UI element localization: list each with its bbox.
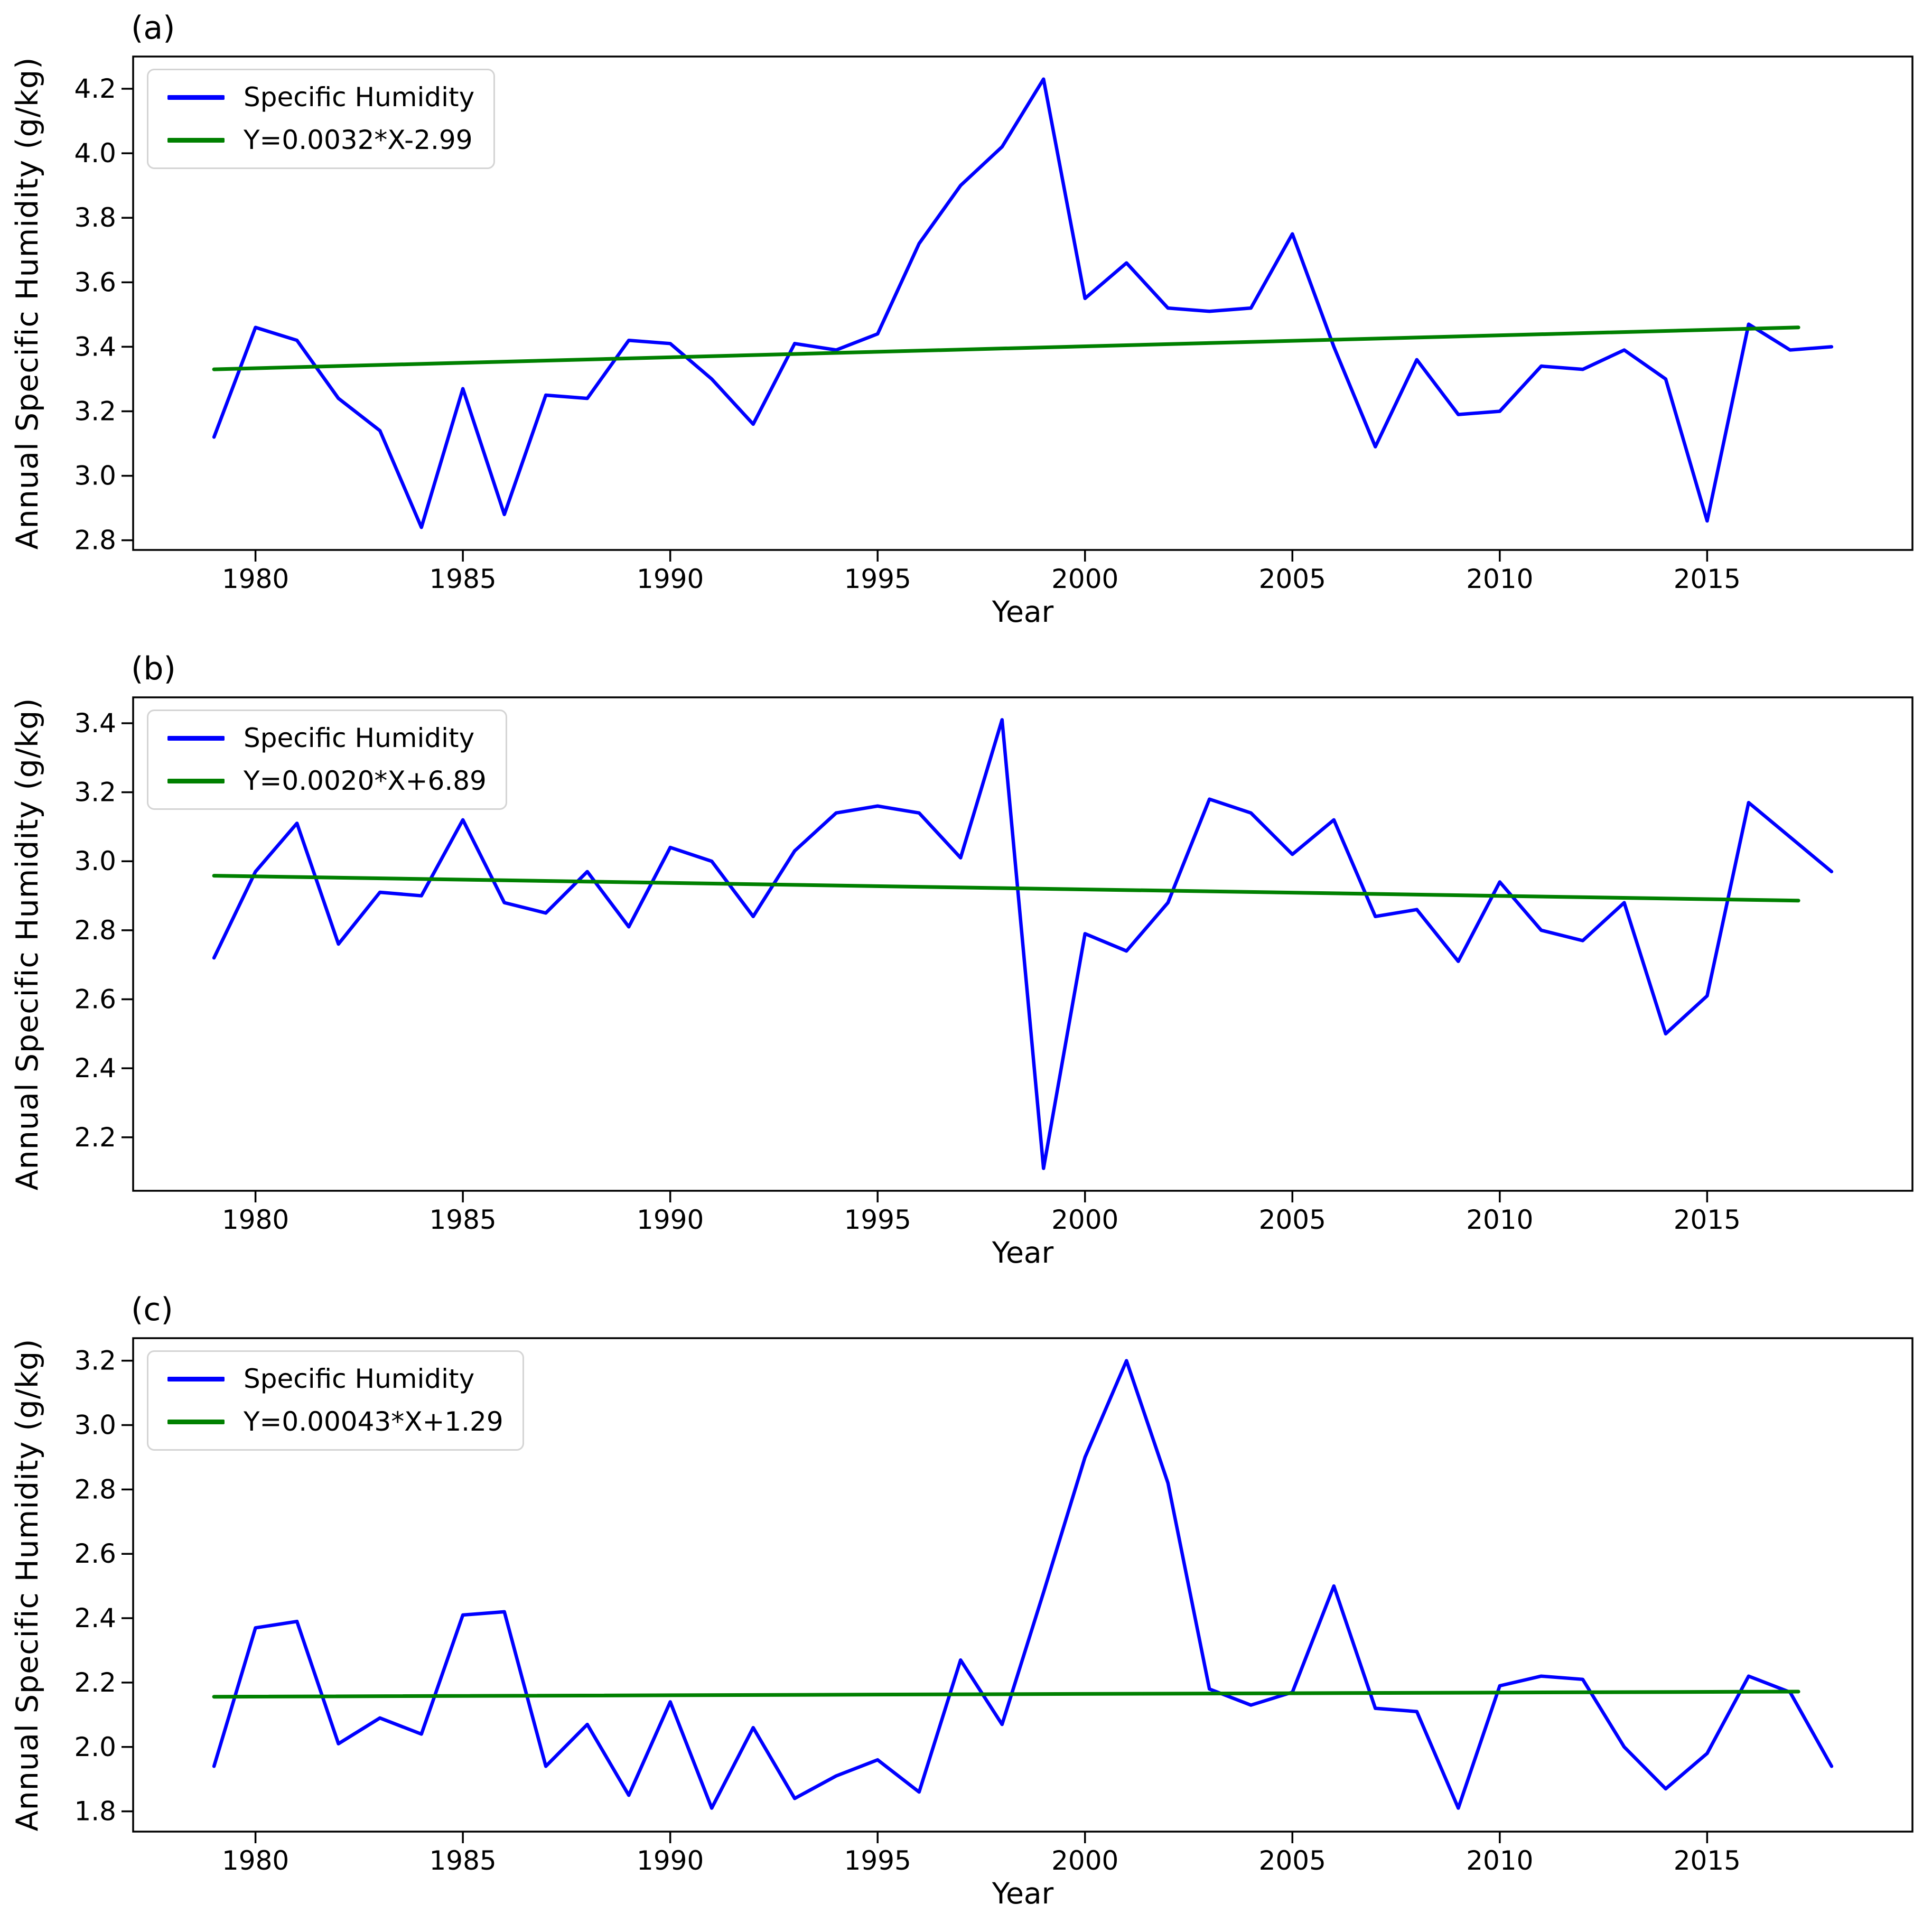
x-tick-label: 1985 — [430, 564, 497, 594]
y-tick-label: 2.2 — [74, 1667, 116, 1698]
x-tick-label: 2010 — [1466, 1205, 1533, 1235]
y-tick-label: 4.2 — [74, 73, 116, 104]
y-tick-label: 3.8 — [74, 202, 116, 233]
legend-item-series: Specific Humidity — [167, 83, 474, 112]
plot-area-c: 1980 1985 1990 1995 2000 2005 2010 2015 1.8 2.0 2.… — [74, 1337, 1914, 1876]
legend-item-trend: Y=0.0020*X+6.89 — [167, 767, 487, 796]
series-line — [212, 718, 1834, 1170]
y-tick-label: 3.0 — [74, 461, 116, 491]
x-tick-label: 1985 — [430, 1845, 497, 1876]
series-line-swatch — [167, 1377, 225, 1381]
plot-area-b: 1980 1985 1990 1995 2000 2005 2010 2015 2.2 2.4 2.… — [74, 696, 1914, 1235]
legend-label-series: Specific Humidity — [244, 1364, 475, 1394]
series-line — [212, 1359, 1834, 1810]
y-tick-label: 2.8 — [74, 1474, 116, 1505]
legend-item-trend: Y=0.00043*X+1.29 — [167, 1407, 503, 1436]
x-tick-label: 2005 — [1259, 564, 1326, 594]
plot-border — [132, 55, 1914, 551]
x-tick-label: 2015 — [1674, 1205, 1741, 1235]
series-line-swatch — [167, 95, 225, 100]
x-tick-label: 2010 — [1466, 564, 1533, 594]
panel-tag-a: (a) — [131, 10, 175, 46]
panel-b: (b) Annual Specific Humidity (g/kg) 1980… — [0, 641, 1932, 1282]
y-tick-label: 3.2 — [74, 396, 116, 427]
x-tick-label: 1990 — [637, 1845, 704, 1876]
x-axis-label: Year — [992, 595, 1054, 629]
x-tick-label: 1995 — [844, 1845, 911, 1876]
panel-tag-b: (b) — [131, 650, 176, 687]
y-tick-label: 3.0 — [74, 846, 116, 876]
legend-item-trend: Y=0.0032*X-2.99 — [167, 126, 474, 155]
x-tick-label: 2015 — [1674, 564, 1741, 594]
x-tick-label: 2005 — [1259, 1205, 1326, 1235]
trend-line — [212, 1689, 1800, 1699]
x-tick-label: 2010 — [1466, 1845, 1533, 1876]
legend-label-trend: Y=0.0032*X-2.99 — [244, 125, 473, 155]
y-tick-label: 2.8 — [74, 525, 116, 556]
trend-line-swatch — [167, 138, 225, 143]
legend-a: Specific Humidity Y=0.0032*X-2.99 — [147, 69, 496, 169]
x-tick-label: 1990 — [637, 564, 704, 594]
y-tick-label: 3.2 — [74, 1346, 116, 1376]
panel-tag-c: (c) — [131, 1291, 173, 1328]
plot-border — [132, 696, 1914, 1192]
panel-c: (c) Annual Specific Humidity (g/kg) 1980… — [0, 1282, 1932, 1922]
series-line-swatch — [167, 736, 225, 741]
x-tick-label: 1980 — [222, 1205, 289, 1235]
x-tick-label: 2000 — [1051, 564, 1118, 594]
x-tick-label: 2000 — [1051, 1845, 1118, 1876]
y-tick-label: 4.0 — [74, 138, 116, 169]
x-axis-label: Year — [992, 1877, 1054, 1910]
x-axis-label: Year — [992, 1236, 1054, 1269]
x-tick-label: 1985 — [430, 1205, 497, 1235]
y-tick-label: 2.8 — [74, 915, 116, 946]
trend-line-swatch — [167, 779, 225, 783]
series-line — [212, 77, 1834, 529]
y-tick-label: 2.4 — [74, 1053, 116, 1084]
y-tick-label: 3.2 — [74, 777, 116, 808]
y-tick-label: 3.4 — [74, 708, 116, 739]
y-tick-label: 2.2 — [74, 1122, 116, 1153]
x-tick-label: 2015 — [1674, 1845, 1741, 1876]
legend-label-trend: Y=0.00043*X+1.29 — [244, 1406, 503, 1437]
legend-item-series: Specific Humidity — [167, 724, 487, 753]
y-tick-label: 2.6 — [74, 984, 116, 1015]
trend-line — [212, 325, 1800, 371]
plot-border — [132, 1337, 1914, 1833]
legend-b: Specific Humidity Y=0.0020*X+6.89 — [147, 710, 507, 810]
y-tick-label: 1.8 — [74, 1796, 116, 1827]
legend-label-series: Specific Humidity — [244, 723, 475, 753]
legend-c: Specific Humidity Y=0.00043*X+1.29 — [147, 1350, 524, 1451]
x-tick-label: 1980 — [222, 564, 289, 594]
x-tick-label: 2000 — [1051, 1205, 1118, 1235]
y-tick-label: 2.6 — [74, 1538, 116, 1569]
x-tick-label: 1980 — [222, 1845, 289, 1876]
x-tick-label: 1995 — [844, 1205, 911, 1235]
x-tick-label: 1990 — [637, 1205, 704, 1235]
legend-label-series: Specific Humidity — [244, 82, 475, 113]
y-tick-label: 3.0 — [74, 1410, 116, 1441]
panel-a: (a) Annual Specific Humidity (g/kg) 1980… — [0, 0, 1932, 641]
y-tick-label: 2.4 — [74, 1603, 116, 1633]
y-tick-label: 3.4 — [74, 331, 116, 362]
plot-area-a: 1980 1985 1990 1995 2000 2005 2010 2015 2.8 3.0 3.… — [74, 55, 1914, 594]
x-tick-label: 1995 — [844, 564, 911, 594]
legend-item-series: Specific Humidity — [167, 1365, 503, 1394]
y-tick-label: 3.6 — [74, 267, 116, 297]
legend-label-trend: Y=0.0020*X+6.89 — [244, 766, 487, 796]
trend-line — [212, 874, 1800, 903]
x-tick-label: 2005 — [1259, 1845, 1326, 1876]
trend-line-swatch — [167, 1420, 225, 1424]
y-tick-label: 2.0 — [74, 1732, 116, 1762]
